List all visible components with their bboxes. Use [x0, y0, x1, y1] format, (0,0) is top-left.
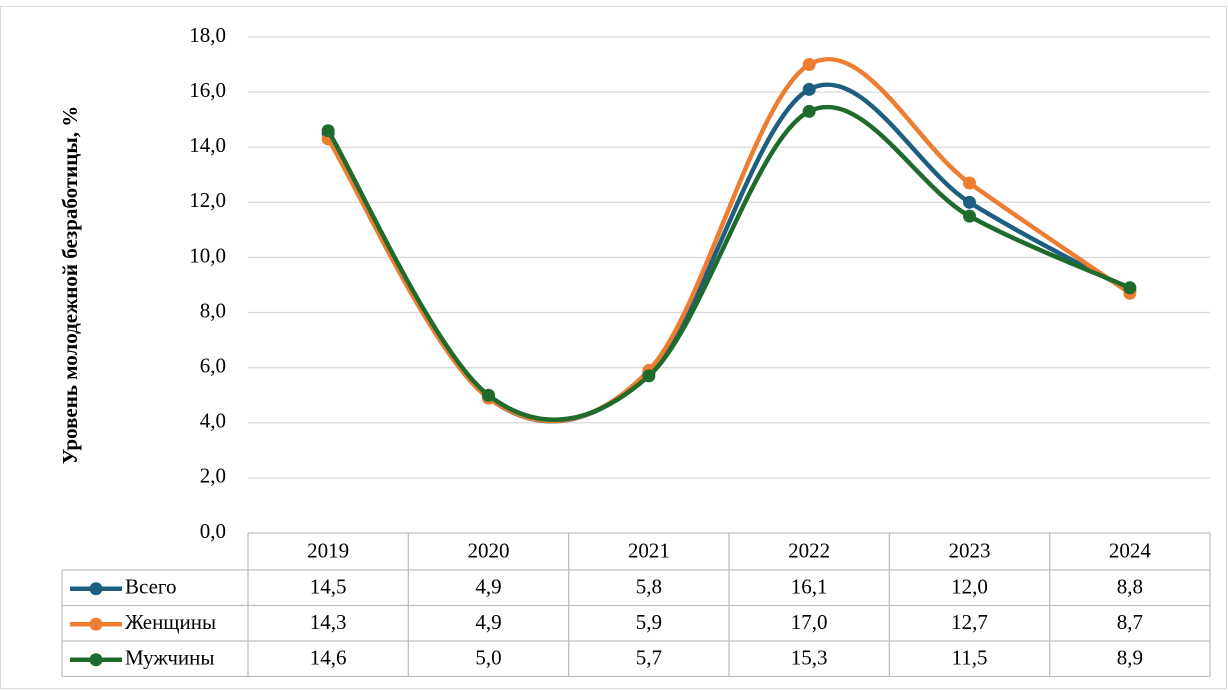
legend-label: Женщины [125, 610, 216, 634]
y-tick-label: 12,0 [189, 188, 226, 212]
table-value: 4,9 [475, 610, 501, 634]
legend-marker [89, 617, 103, 631]
point [802, 104, 816, 118]
point [963, 176, 976, 190]
table-value: 17,0 [791, 610, 828, 634]
series-line [325, 104, 1133, 422]
legend-label: Всего [125, 575, 177, 599]
x-tick-label: 2020 [468, 538, 510, 562]
table-value: 5,0 [475, 646, 501, 670]
point [642, 369, 656, 383]
x-tick-label: 2024 [1109, 538, 1152, 562]
x-tick-label: 2022 [788, 538, 830, 562]
table-value: 8,9 [1117, 646, 1143, 670]
table-value: 14,3 [310, 610, 347, 634]
table-value: 12,0 [951, 575, 988, 599]
table-value: 15,3 [791, 646, 828, 670]
y-tick-label: 14,0 [189, 133, 226, 157]
y-tick-label: 10,0 [189, 243, 226, 267]
legend-marker [89, 582, 103, 596]
table-value: 8,8 [1117, 575, 1143, 599]
point [482, 388, 495, 402]
y-tick-label: 18,0 [189, 23, 226, 47]
table-value: 4,9 [475, 575, 501, 599]
table-value: 11,5 [952, 646, 988, 670]
legend-label: Мужчины [125, 646, 215, 670]
series-line [325, 82, 1133, 424]
x-tick-label: 2021 [628, 538, 670, 562]
y-tick-label: 2,0 [200, 464, 226, 488]
y-tick-label: 0,0 [200, 519, 226, 543]
point [321, 124, 335, 138]
y-axis-title: Уровень молодежной безработицы, % [58, 106, 82, 465]
y-tick-label: 16,0 [189, 78, 226, 102]
table-value: 12,7 [951, 610, 988, 634]
point [963, 195, 976, 209]
table-value: 5,8 [636, 575, 662, 599]
table-value: 5,7 [636, 646, 662, 670]
table-value: 16,1 [791, 575, 828, 599]
legend-marker [89, 653, 103, 667]
x-tick-label: 2023 [949, 538, 991, 562]
table-value: 14,5 [310, 575, 347, 599]
table-value: 14,6 [310, 646, 347, 670]
point [963, 209, 976, 223]
point [802, 58, 816, 72]
table-value: 8,7 [1117, 610, 1143, 634]
point [802, 82, 816, 96]
y-tick-label: 6,0 [200, 353, 226, 377]
y-tick-label: 8,0 [200, 298, 226, 322]
table-value: 5,9 [636, 610, 662, 634]
point [1123, 281, 1137, 295]
chart-frame [0, 6, 1227, 689]
y-tick-label: 4,0 [200, 409, 226, 433]
x-tick-label: 2019 [307, 538, 349, 562]
